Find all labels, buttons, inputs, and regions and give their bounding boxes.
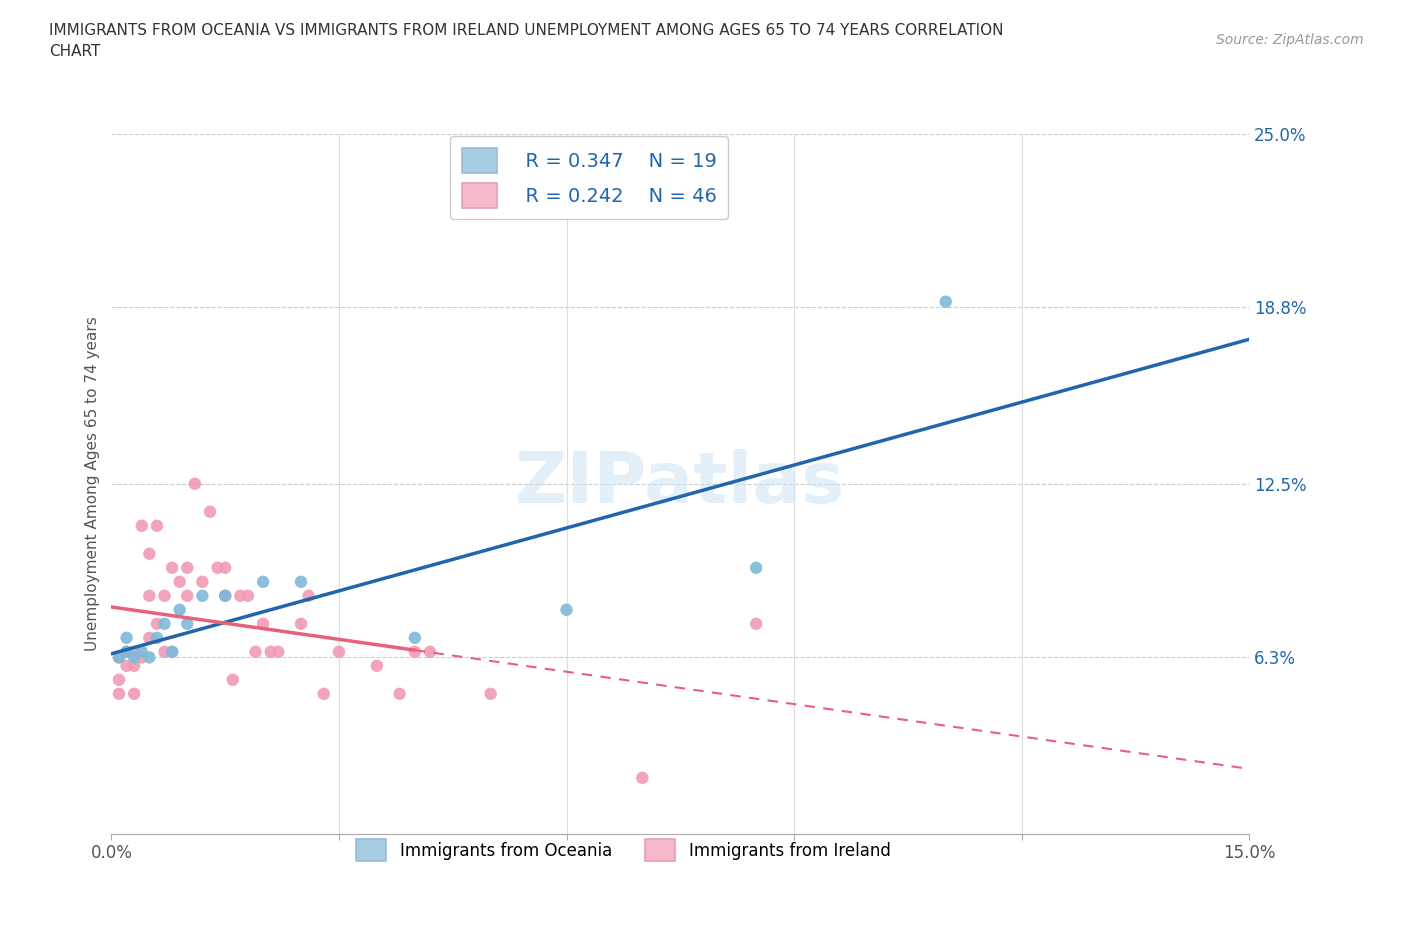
Point [131, 650, 153, 665]
Point [312, 686, 335, 701]
Point [555, 603, 578, 618]
Point [198, 504, 221, 519]
Y-axis label: Unemployment Among Ages 65 to 74 years: Unemployment Among Ages 65 to 74 years [86, 316, 100, 651]
Point [290, 575, 312, 590]
Point [146, 518, 169, 533]
Point [122, 686, 145, 701]
Point [745, 617, 768, 631]
Point [245, 644, 267, 659]
Point [122, 650, 145, 665]
Point [153, 589, 176, 604]
Point [122, 644, 145, 659]
Point [252, 617, 274, 631]
Point [184, 476, 207, 491]
Point [191, 589, 214, 604]
Text: ZIPatlas: ZIPatlas [515, 449, 845, 518]
Point [267, 644, 290, 659]
Point [160, 561, 183, 576]
Point [115, 631, 138, 645]
Point [138, 546, 160, 561]
Point [146, 631, 169, 645]
Point [222, 672, 245, 687]
Point [169, 575, 191, 590]
Point [207, 561, 229, 576]
Point [153, 644, 176, 659]
Point [229, 589, 252, 604]
Point [115, 644, 138, 659]
Point [479, 686, 502, 701]
Point [404, 644, 426, 659]
Legend: Immigrants from Oceania, Immigrants from Ireland: Immigrants from Oceania, Immigrants from… [350, 832, 897, 868]
Point [138, 631, 160, 645]
Point [176, 617, 198, 631]
Text: Source: ZipAtlas.com: Source: ZipAtlas.com [1216, 33, 1364, 46]
Point [108, 686, 131, 701]
Point [176, 589, 198, 604]
Point [404, 631, 426, 645]
Point [115, 644, 138, 659]
Point [935, 294, 957, 309]
Point [138, 589, 160, 604]
Point [138, 650, 160, 665]
Point [176, 561, 198, 576]
Point [260, 644, 283, 659]
Point [366, 658, 388, 673]
Point [214, 589, 236, 604]
Point [131, 518, 153, 533]
Point [388, 686, 411, 701]
Point [108, 650, 131, 665]
Point [298, 589, 321, 604]
Point [115, 658, 138, 673]
Point [160, 644, 183, 659]
Point [146, 617, 169, 631]
Point [153, 617, 176, 631]
Point [131, 644, 153, 659]
Point [108, 672, 131, 687]
Point [290, 617, 312, 631]
Point [169, 603, 191, 618]
Point [236, 589, 259, 604]
Point [160, 644, 183, 659]
Point [214, 561, 236, 576]
Text: IMMIGRANTS FROM OCEANIA VS IMMIGRANTS FROM IRELAND UNEMPLOYMENT AMONG AGES 65 TO: IMMIGRANTS FROM OCEANIA VS IMMIGRANTS FR… [49, 23, 1004, 60]
Point [252, 575, 274, 590]
Point [419, 644, 441, 659]
Point [631, 770, 654, 785]
Point [214, 589, 236, 604]
Point [745, 561, 768, 576]
Point [328, 644, 350, 659]
Point [108, 650, 131, 665]
Point [191, 575, 214, 590]
Point [122, 658, 145, 673]
